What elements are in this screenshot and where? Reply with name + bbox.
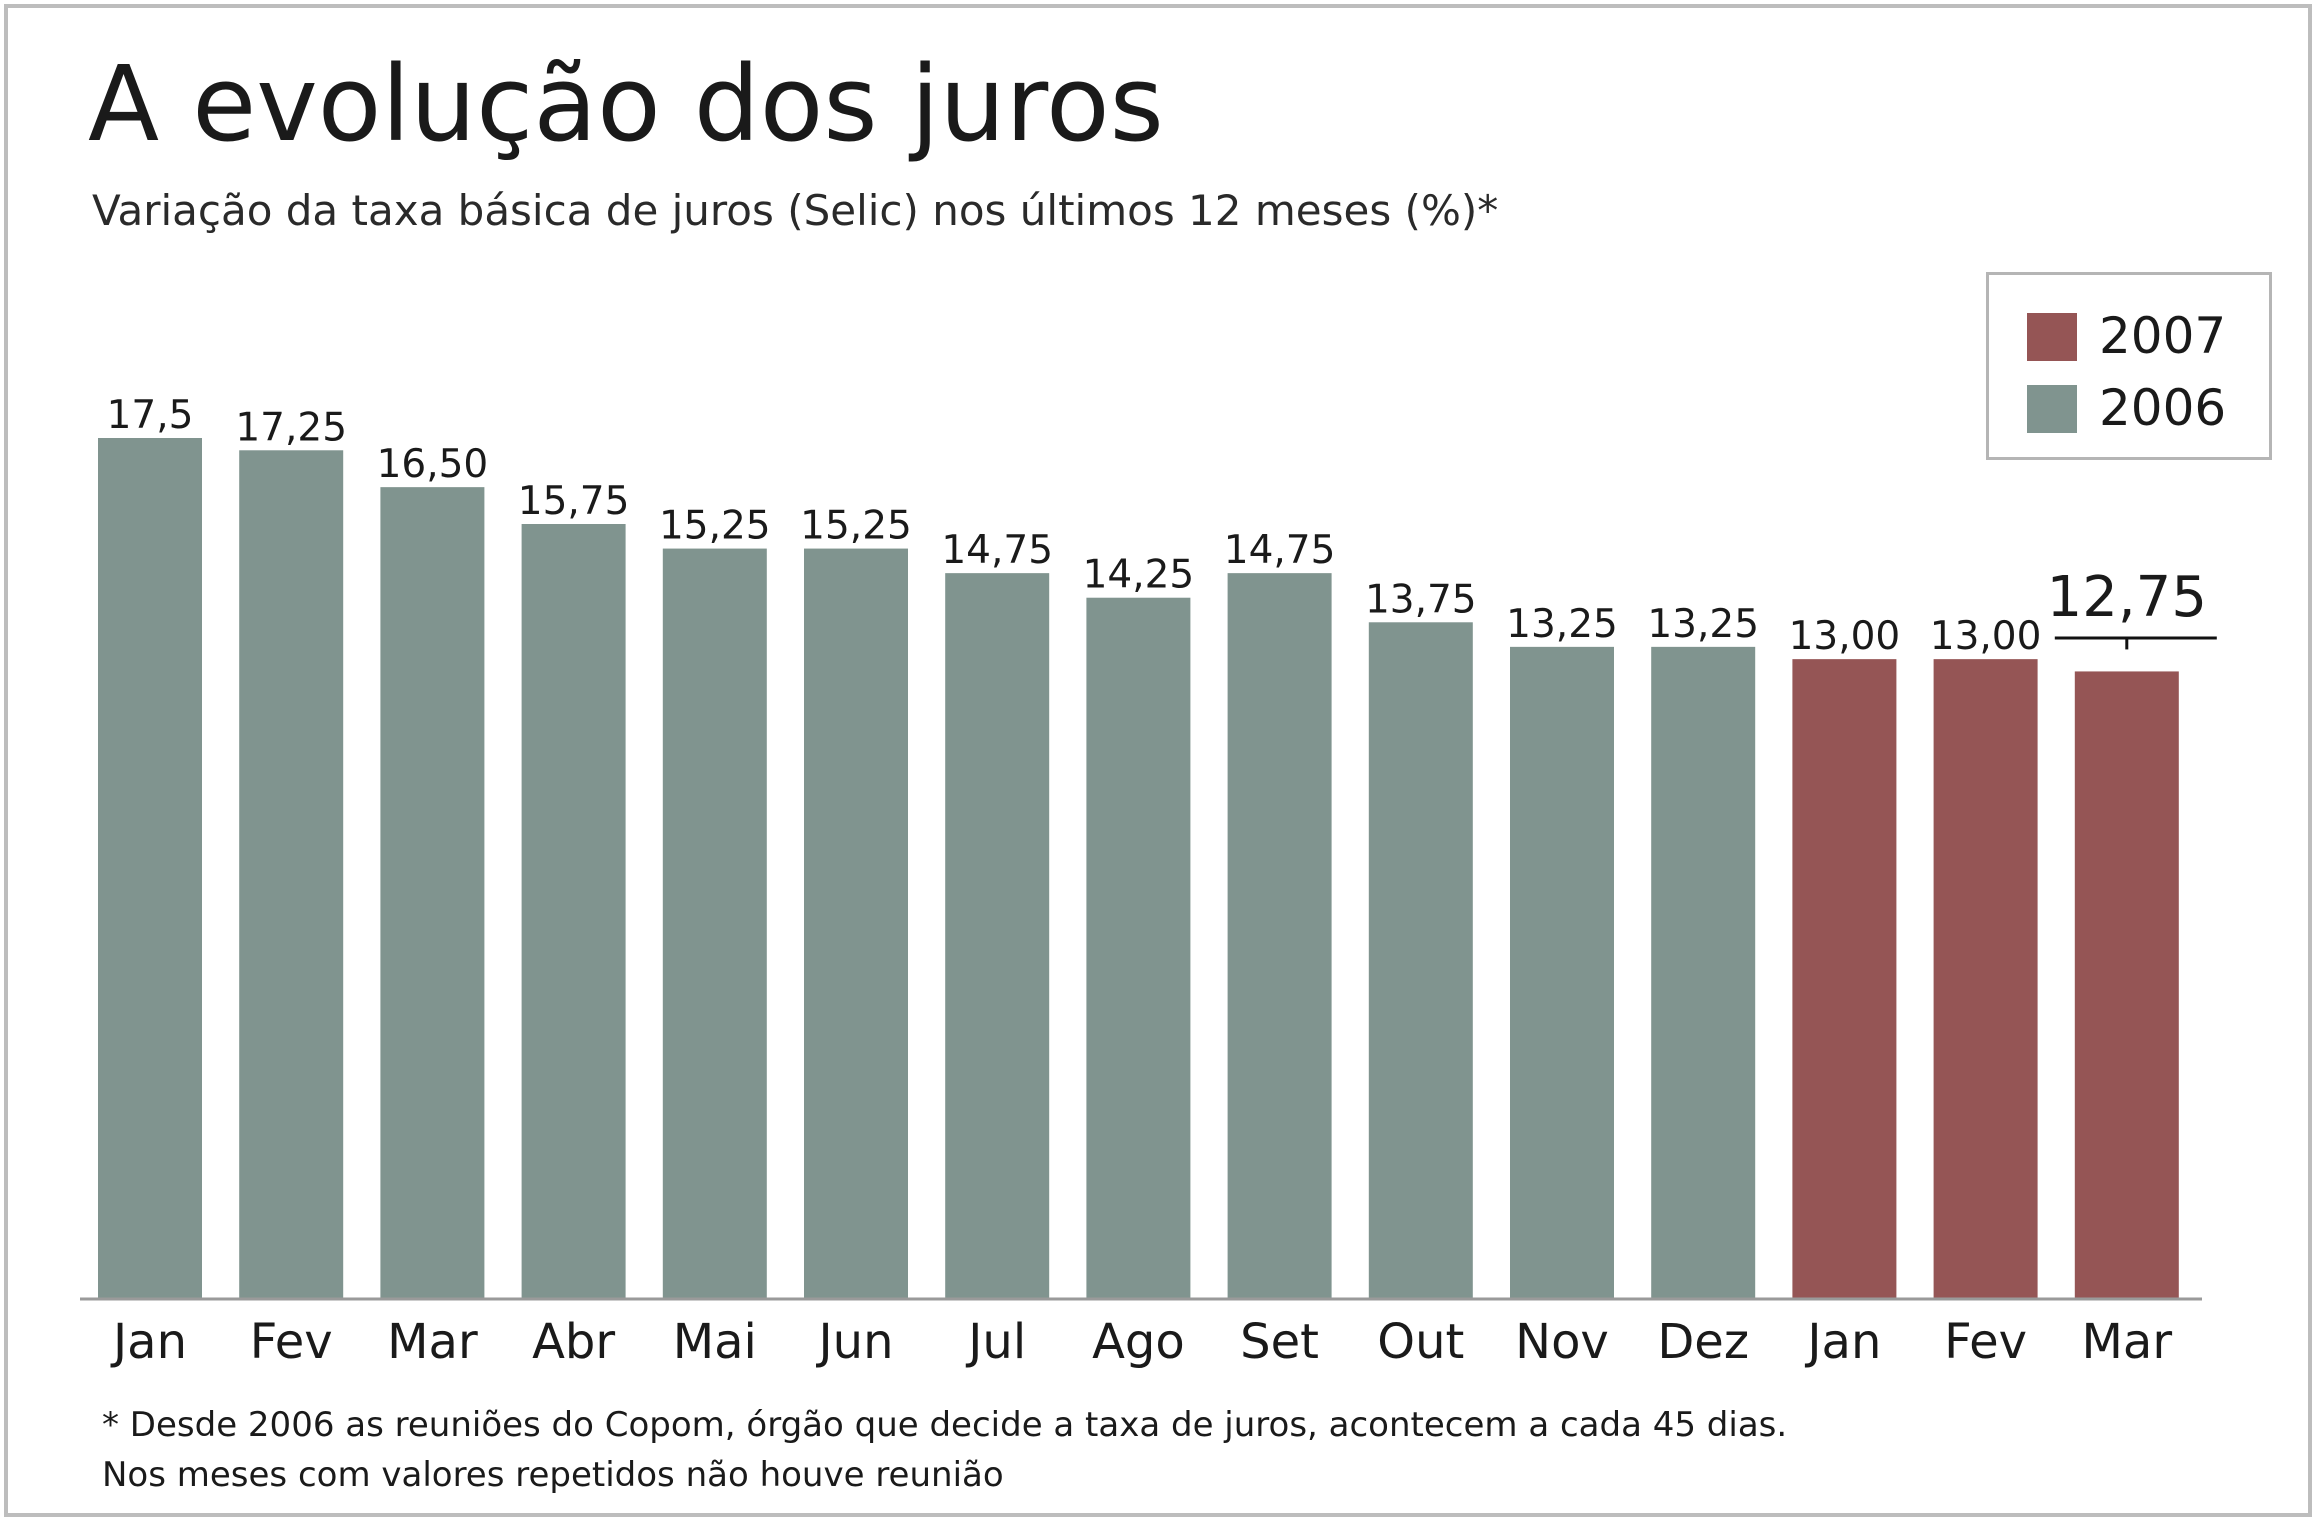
x-tick-label-mar-2006: Mar xyxy=(387,1314,478,1370)
bar-abr-2006 xyxy=(521,524,626,1298)
bar-set-2006 xyxy=(1227,573,1332,1298)
highlight-value-label: 12,75 xyxy=(2047,565,2207,630)
data-label-set-2006: 14,75 xyxy=(1224,528,1336,573)
bar-jan-2006 xyxy=(98,438,202,1298)
data-label-out-2006: 13,75 xyxy=(1365,577,1477,622)
x-tick-label-jan-2006: Jan xyxy=(110,1314,187,1370)
bar-jan-2007 xyxy=(1792,659,1897,1298)
x-tick-label-abr-2006: Abr xyxy=(532,1314,615,1370)
bar-out-2006 xyxy=(1368,622,1473,1298)
bar-dez-2006 xyxy=(1651,646,1756,1298)
bar-fev-2006 xyxy=(239,450,344,1298)
data-label-jun-2006: 15,25 xyxy=(800,504,912,549)
legend-label-2007: 2007 xyxy=(2099,307,2227,365)
x-tick-label-jun-2006: Jun xyxy=(816,1314,894,1370)
bar-jul-2006 xyxy=(945,573,1050,1298)
legend-label-2006: 2006 xyxy=(2099,379,2227,437)
bar-fev-2007 xyxy=(1933,659,2038,1298)
data-label-dez-2006: 13,25 xyxy=(1647,602,1759,647)
data-label-abr-2006: 15,75 xyxy=(518,479,630,524)
data-label-jul-2006: 14,75 xyxy=(941,528,1053,573)
bar-mar-2006 xyxy=(380,487,485,1299)
chart-title: A evolução dos juros xyxy=(88,43,1164,165)
x-tick-label-dez-2006: Dez xyxy=(1657,1314,1749,1370)
footnote-line-1: * Desde 2006 as reuniões do Copom, órgão… xyxy=(102,1405,1788,1445)
data-label-fev-2007: 13,00 xyxy=(1930,614,2042,659)
data-label-nov-2006: 13,25 xyxy=(1506,602,1618,647)
x-tick-label-nov-2006: Nov xyxy=(1515,1314,1609,1370)
legend: 2007 2006 xyxy=(1986,272,2272,460)
x-tick-label-out-2006: Out xyxy=(1377,1314,1464,1370)
legend-swatch-2006 xyxy=(2027,385,2077,433)
data-label-jan-2007: 13,00 xyxy=(1789,614,1901,659)
x-tick-label-set-2006: Set xyxy=(1240,1314,1319,1370)
legend-swatch-2007 xyxy=(2027,313,2077,361)
chart-subtitle: Variação da taxa básica de juros (Selic)… xyxy=(92,186,1499,235)
bar-nov-2006 xyxy=(1510,646,1614,1298)
data-label-jan-2006: 17,5 xyxy=(107,393,194,438)
footnote-line-2: Nos meses com valores repetidos não houv… xyxy=(102,1455,1004,1495)
data-label-fev-2006: 17,25 xyxy=(235,405,347,450)
data-label-mai-2006: 15,25 xyxy=(659,504,771,549)
bar-mai-2006 xyxy=(662,548,767,1298)
x-tick-label-fev-2007: Fev xyxy=(1944,1314,2027,1370)
bar-jun-2006 xyxy=(804,548,908,1298)
x-tick-label-ago-2006: Ago xyxy=(1092,1314,1185,1370)
x-tick-label-mai-2006: Mai xyxy=(673,1314,757,1370)
bar-ago-2006 xyxy=(1086,597,1191,1298)
x-tick-label-mar-2007: Mar xyxy=(2082,1314,2173,1370)
data-label-mar-2006: 16,50 xyxy=(377,442,489,487)
data-label-ago-2006: 14,25 xyxy=(1083,553,1195,598)
x-tick-label-jul-2006: Jul xyxy=(965,1314,1026,1370)
bar-mar-2007 xyxy=(2074,671,2179,1298)
x-tick-label-jan-2007: Jan xyxy=(1804,1314,1881,1370)
x-tick-label-fev-2006: Fev xyxy=(250,1314,333,1370)
